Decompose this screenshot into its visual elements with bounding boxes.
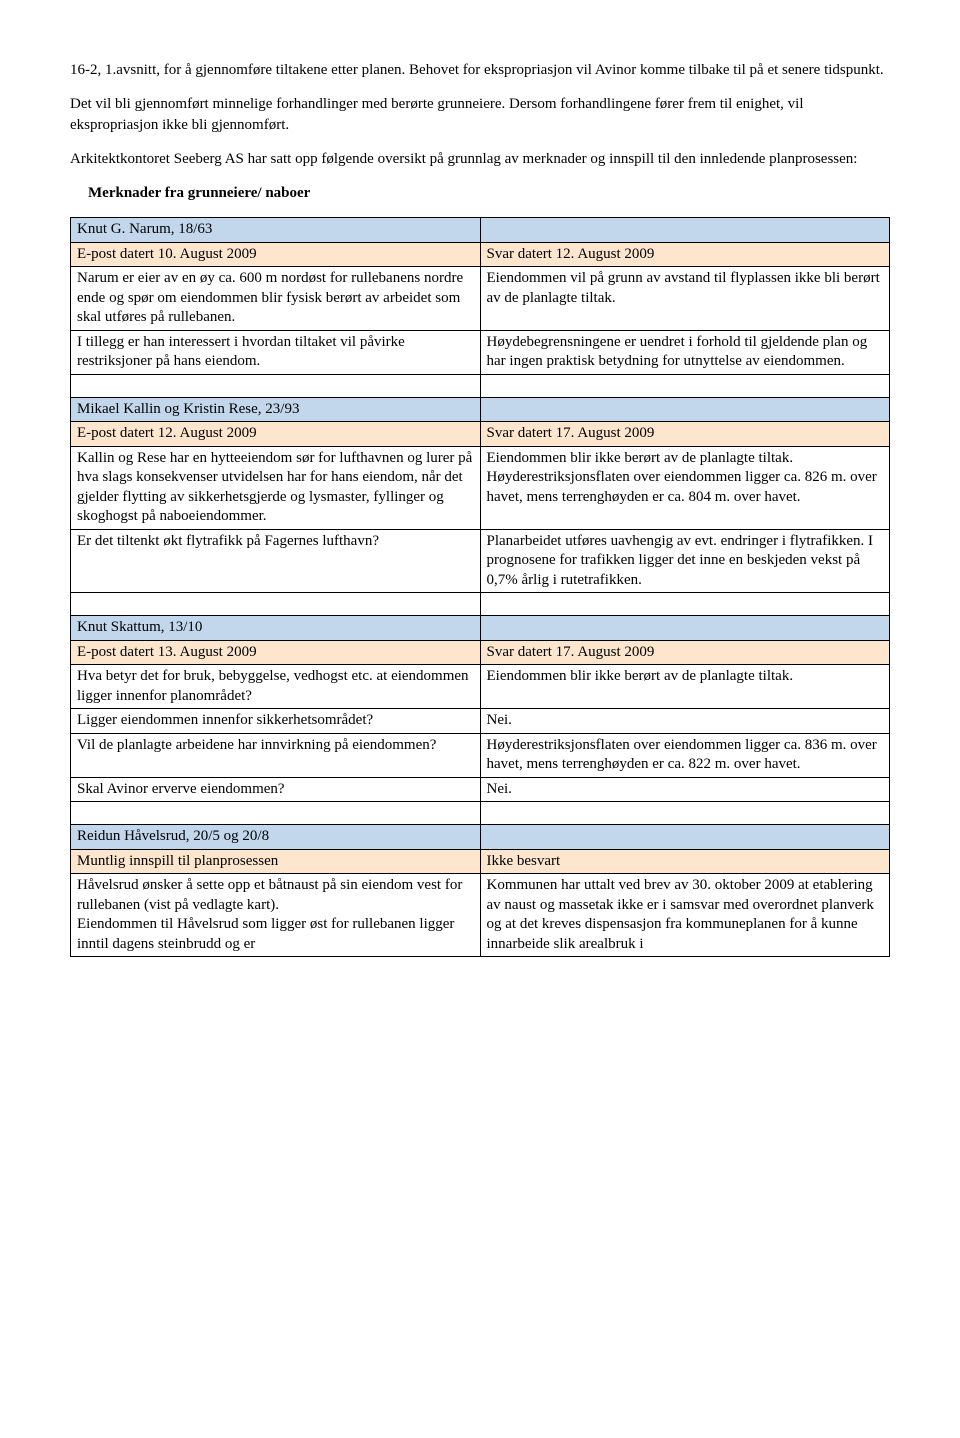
table-cell-left: E-post datert 13. August 2009	[71, 640, 481, 665]
intro-paragraph-1: 16-2, 1.avsnitt, for å gjennomføre tilta…	[70, 60, 890, 80]
table-row: Er det tiltenkt økt flytrafikk på Fagern…	[71, 529, 890, 593]
table-cell-right: Eiendommen blir ikke berørt av de planla…	[480, 665, 890, 709]
table-cell-left	[71, 802, 481, 825]
table-cell-right: Svar datert 17. August 2009	[480, 422, 890, 447]
table-cell-right: Nei.	[480, 777, 890, 802]
table-cell-left: E-post datert 12. August 2009	[71, 422, 481, 447]
table-row	[71, 802, 890, 825]
table-cell-right: Kommunen har uttalt ved brev av 30. okto…	[480, 874, 890, 957]
table-cell-right: Høyderestriksjonsflaten over eiendommen …	[480, 733, 890, 777]
table-cell-left: Skal Avinor erverve eiendommen?	[71, 777, 481, 802]
table-cell-right	[480, 374, 890, 397]
table-cell-right	[480, 218, 890, 243]
table-cell-left: Kallin og Rese har en hytteeiendom sør f…	[71, 446, 481, 529]
table-cell-left: Er det tiltenkt økt flytrafikk på Fagern…	[71, 529, 481, 593]
table-row: Ligger eiendommen innenfor sikkerhetsomr…	[71, 709, 890, 734]
table-cell-left: Knut Skattum, 13/10	[71, 616, 481, 641]
table-cell-right	[480, 616, 890, 641]
table-cell-left: Reidun Håvelsrud, 20/5 og 20/8	[71, 825, 481, 850]
table-row: Vil de planlagte arbeidene har innvirkni…	[71, 733, 890, 777]
intro-paragraph-3: Arkitektkontoret Seeberg AS har satt opp…	[70, 149, 890, 169]
table-cell-left: Ligger eiendommen innenfor sikkerhetsomr…	[71, 709, 481, 734]
table-cell-right: Svar datert 17. August 2009	[480, 640, 890, 665]
table-row: I tillegg er han interessert i hvordan t…	[71, 330, 890, 374]
table-cell-right: Planarbeidet utføres uavhengig av evt. e…	[480, 529, 890, 593]
table-cell-right	[480, 593, 890, 616]
table-cell-left: Knut G. Narum, 18/63	[71, 218, 481, 243]
table-row: Knut Skattum, 13/10	[71, 616, 890, 641]
table-row: E-post datert 13. August 2009Svar datert…	[71, 640, 890, 665]
comments-table: Knut G. Narum, 18/63E-post datert 10. Au…	[70, 217, 890, 957]
table-cell-right	[480, 397, 890, 422]
table-cell-right: Eiendommen blir ikke berørt av de planla…	[480, 446, 890, 529]
table-cell-left: Muntlig innspill til planprosessen	[71, 849, 481, 874]
table-cell-left	[71, 374, 481, 397]
table-cell-right: Eiendommen vil på grunn av avstand til f…	[480, 267, 890, 331]
table-cell-left: Håvelsrud ønsker å sette opp et båtnaust…	[71, 874, 481, 957]
table-row	[71, 374, 890, 397]
table-cell-right	[480, 802, 890, 825]
intro-paragraph-2: Det vil bli gjennomført minnelige forhan…	[70, 94, 890, 135]
table-row: Skal Avinor erverve eiendommen?Nei.	[71, 777, 890, 802]
table-row	[71, 593, 890, 616]
table-cell-left: I tillegg er han interessert i hvordan t…	[71, 330, 481, 374]
table-row: Håvelsrud ønsker å sette opp et båtnaust…	[71, 874, 890, 957]
table-row: Knut G. Narum, 18/63	[71, 218, 890, 243]
table-cell-left: Narum er eier av en øy ca. 600 m nordøst…	[71, 267, 481, 331]
table-row: Muntlig innspill til planprosessenIkke b…	[71, 849, 890, 874]
table-row: Mikael Kallin og Kristin Rese, 23/93	[71, 397, 890, 422]
table-row: E-post datert 10. August 2009Svar datert…	[71, 242, 890, 267]
table-cell-right: Høydebegrensningene er uendret i forhold…	[480, 330, 890, 374]
table-row: E-post datert 12. August 2009Svar datert…	[71, 422, 890, 447]
table-cell-left: Mikael Kallin og Kristin Rese, 23/93	[71, 397, 481, 422]
table-cell-left: Vil de planlagte arbeidene har innvirkni…	[71, 733, 481, 777]
table-cell-right: Ikke besvart	[480, 849, 890, 874]
table-cell-left: Hva betyr det for bruk, bebyggelse, vedh…	[71, 665, 481, 709]
table-row: Narum er eier av en øy ca. 600 m nordøst…	[71, 267, 890, 331]
table-row: Reidun Håvelsrud, 20/5 og 20/8	[71, 825, 890, 850]
section-heading: Merknader fra grunneiere/ naboer	[88, 183, 890, 203]
table-cell-right	[480, 825, 890, 850]
table-row: Hva betyr det for bruk, bebyggelse, vedh…	[71, 665, 890, 709]
table-cell-right: Svar datert 12. August 2009	[480, 242, 890, 267]
table-cell-left: E-post datert 10. August 2009	[71, 242, 481, 267]
table-cell-left	[71, 593, 481, 616]
table-row: Kallin og Rese har en hytteeiendom sør f…	[71, 446, 890, 529]
table-cell-right: Nei.	[480, 709, 890, 734]
